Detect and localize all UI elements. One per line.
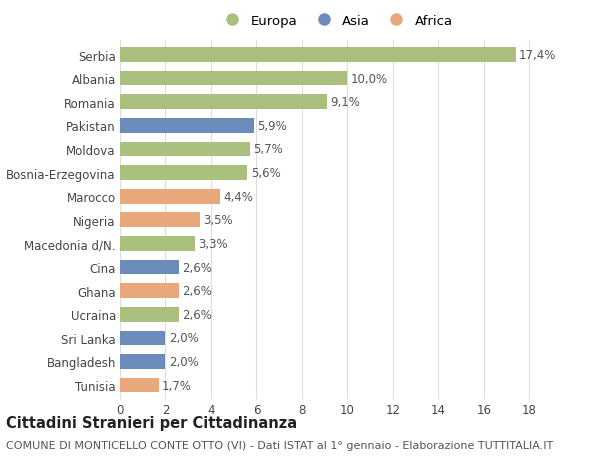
Text: COMUNE DI MONTICELLO CONTE OTTO (VI) - Dati ISTAT al 1° gennaio - Elaborazione T: COMUNE DI MONTICELLO CONTE OTTO (VI) - D…: [6, 440, 553, 450]
Text: 2,6%: 2,6%: [182, 261, 212, 274]
Text: 3,5%: 3,5%: [203, 214, 233, 227]
Text: Cittadini Stranieri per Cittadinanza: Cittadini Stranieri per Cittadinanza: [6, 415, 297, 431]
Text: 2,0%: 2,0%: [169, 331, 199, 345]
Text: 17,4%: 17,4%: [519, 49, 556, 62]
Bar: [120, 236, 195, 251]
Text: 2,0%: 2,0%: [169, 355, 199, 368]
Text: 5,7%: 5,7%: [253, 143, 283, 156]
Bar: [120, 119, 254, 134]
Bar: [120, 284, 179, 298]
Bar: [120, 354, 166, 369]
Bar: [120, 213, 200, 228]
Text: 4,4%: 4,4%: [223, 190, 253, 203]
Bar: [120, 142, 250, 157]
Bar: [120, 331, 166, 345]
Text: 5,9%: 5,9%: [257, 120, 287, 133]
Text: 9,1%: 9,1%: [331, 96, 360, 109]
Bar: [120, 190, 220, 204]
Bar: [120, 260, 179, 275]
Bar: [120, 48, 515, 63]
Bar: [120, 95, 327, 110]
Text: 5,6%: 5,6%: [251, 167, 280, 179]
Bar: [120, 72, 347, 86]
Bar: [120, 307, 179, 322]
Legend: Europa, Asia, Africa: Europa, Asia, Africa: [219, 15, 453, 28]
Text: 10,0%: 10,0%: [351, 73, 388, 85]
Text: 2,6%: 2,6%: [182, 308, 212, 321]
Text: 1,7%: 1,7%: [162, 379, 192, 392]
Bar: [120, 378, 158, 392]
Text: 3,3%: 3,3%: [199, 237, 228, 250]
Text: 2,6%: 2,6%: [182, 285, 212, 297]
Bar: [120, 166, 247, 180]
